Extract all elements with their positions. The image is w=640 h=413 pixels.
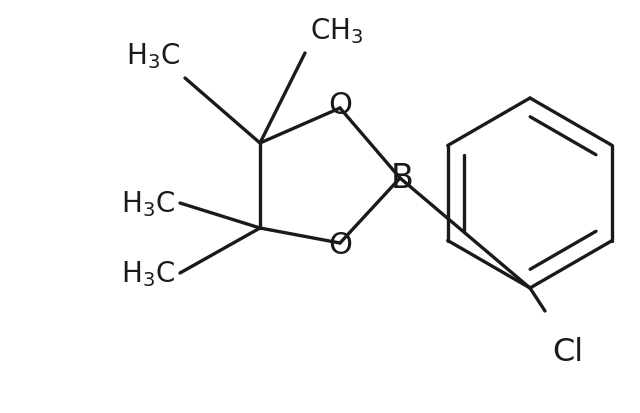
Text: O: O	[328, 231, 352, 260]
Text: $\mathsf{H_3C}$: $\mathsf{H_3C}$	[121, 259, 175, 288]
Text: B: B	[390, 162, 413, 195]
Text: Cl: Cl	[552, 336, 584, 367]
Text: $\mathsf{H_3C}$: $\mathsf{H_3C}$	[121, 189, 175, 218]
Text: $\mathsf{CH_3}$: $\mathsf{CH_3}$	[310, 16, 364, 46]
Text: $\mathsf{H_3C}$: $\mathsf{H_3C}$	[126, 41, 180, 71]
Text: O: O	[328, 91, 352, 120]
